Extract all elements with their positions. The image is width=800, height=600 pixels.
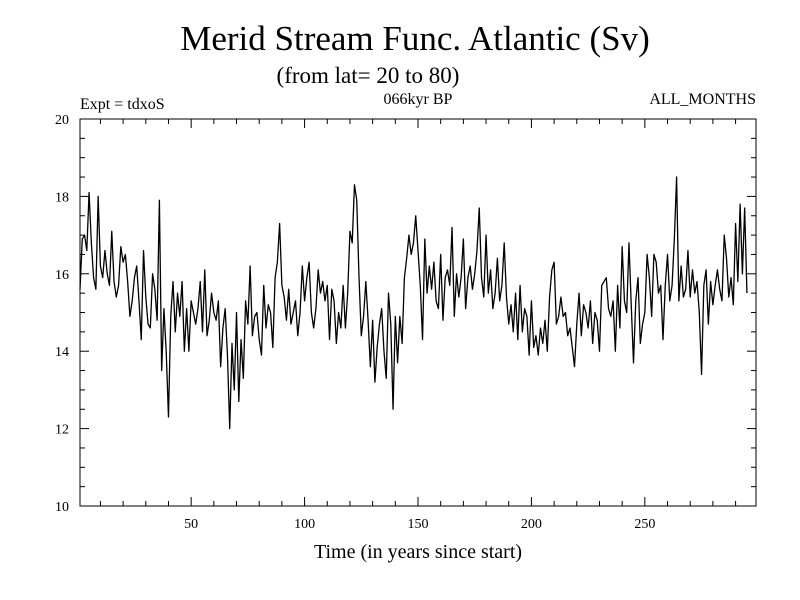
plot-frame (79, 118, 757, 507)
series-line (79, 176, 748, 430)
x-tick-label: 200 (521, 517, 542, 532)
experiment-label: Expt = tdxoS (80, 96, 165, 113)
x-tick-label: 100 (294, 517, 315, 532)
x-axis-label: Time (in years since start) (314, 541, 522, 563)
y-axis: 10 12 14 16 18 20 (55, 113, 756, 515)
y-tick-label: 16 (55, 268, 69, 283)
y-tick-label: 10 (55, 500, 69, 515)
x-axis: 50 100 150 200 250 (99, 119, 737, 532)
y-tick-label: 12 (55, 423, 69, 438)
chart-title: Merid Stream Func. Atlantic (Sv) (180, 19, 650, 58)
months-label: ALL_MONTHS (649, 91, 756, 108)
period-label: 066kyr BP (384, 91, 453, 108)
x-tick-label: 150 (408, 517, 429, 532)
y-tick-label: 14 (55, 345, 69, 360)
chart-subtitle: (from lat= 20 to 80) (277, 63, 460, 88)
y-tick-label: 20 (55, 113, 69, 128)
x-tick-label: 250 (634, 517, 655, 532)
y-tick-label: 18 (55, 190, 69, 205)
x-tick-label: 50 (184, 517, 198, 532)
